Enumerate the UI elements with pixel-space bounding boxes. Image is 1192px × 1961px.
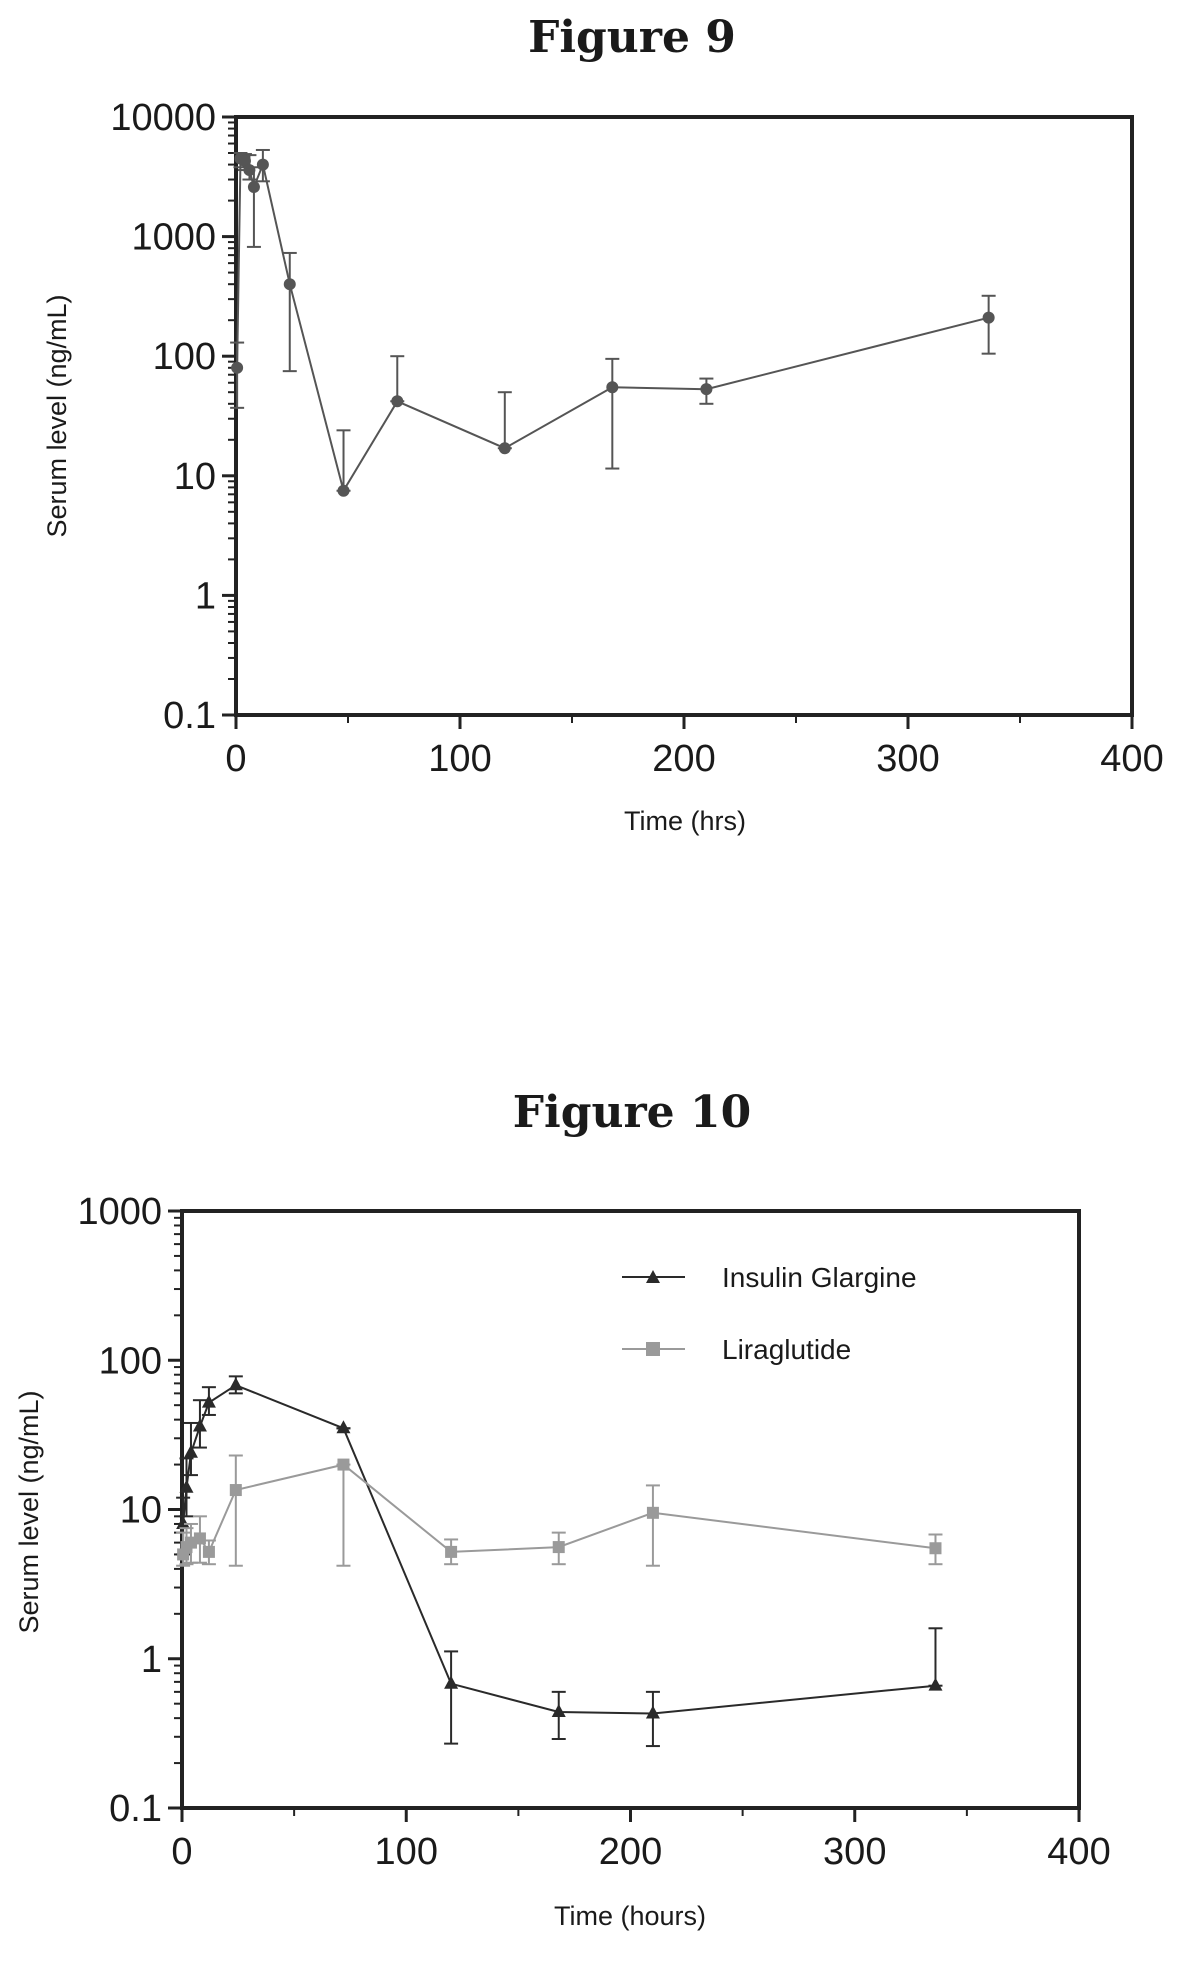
data-point — [202, 1545, 215, 1558]
legend-swatch-liraglutide-marker — [646, 1342, 660, 1356]
x-tick-label: 300 — [823, 1831, 886, 1873]
data-point — [552, 1541, 565, 1554]
legend-entry-insulin-glargine: Insulin Glargine — [722, 1262, 917, 1293]
data-point — [444, 1675, 459, 1689]
data-point — [193, 1532, 206, 1545]
x-tick-label: 200 — [652, 738, 715, 780]
legend-entry-liraglutide: Liraglutide — [722, 1334, 851, 1365]
data-point — [176, 1515, 191, 1529]
data-point — [228, 1377, 243, 1391]
data-point — [498, 442, 511, 455]
y-tick-label: 10 — [120, 1490, 162, 1532]
figure-10-y-axis: 0.1 1 10 100 1000 — [77, 1191, 182, 1830]
data-point — [256, 158, 269, 171]
figure-10-plot-area — [176, 1375, 943, 1748]
data-point — [183, 1444, 198, 1458]
x-tick-label: 200 — [599, 1831, 662, 1873]
figure-10-x-axis: 0 100 200 300 400 — [171, 1808, 1111, 1873]
x-tick-label: 100 — [428, 738, 491, 780]
data-point — [645, 1705, 660, 1719]
y-tick-label: 1000 — [77, 1191, 162, 1233]
data-point — [445, 1545, 458, 1558]
y-tick-label: 100 — [153, 336, 216, 378]
data-point — [391, 395, 404, 408]
figure-10-title: Figure 10 — [513, 1087, 751, 1138]
data-point — [928, 1677, 943, 1691]
series-0 — [230, 148, 996, 497]
data-point — [243, 164, 256, 177]
y-tick-label: 10 — [174, 456, 216, 498]
y-tick-label: 1 — [141, 1639, 162, 1681]
figure-9-title: Figure 9 — [528, 12, 736, 63]
x-tick-label: 400 — [1100, 738, 1163, 780]
x-tick-label: 0 — [225, 738, 246, 780]
data-point — [551, 1703, 566, 1717]
series-1 — [176, 1454, 943, 1567]
data-point — [337, 1458, 350, 1471]
data-point — [646, 1506, 659, 1519]
figure-9: Figure 9 0.1 1 10 100 1000 10000 0 100 200 300 40… — [42, 12, 1164, 836]
x-tick-label: 300 — [876, 738, 939, 780]
data-point — [982, 311, 995, 324]
y-tick-label: 0.1 — [163, 695, 216, 737]
y-tick-label: 100 — [99, 1340, 162, 1382]
y-tick-label: 0.1 — [109, 1788, 162, 1830]
series-0 — [176, 1375, 943, 1748]
y-tick-label: 1 — [195, 575, 216, 617]
figure-9-plot-frame — [234, 115, 1134, 717]
figure-10: Figure 10 0.1 1 10 100 1000 0 100 200 300 400 In… — [14, 1087, 1111, 1931]
figure-9-y-axis-label: Serum level (ng/mL) — [42, 294, 72, 537]
data-point — [606, 381, 619, 394]
data-point — [179, 1479, 194, 1493]
x-tick-label: 100 — [375, 1831, 438, 1873]
figure-10-y-axis-label: Serum level (ng/mL) — [14, 1390, 44, 1633]
figure-9-x-axis: 0 100 200 300 400 — [225, 715, 1164, 780]
data-point — [337, 484, 350, 497]
y-tick-label: 10000 — [110, 97, 216, 139]
data-point — [201, 1394, 216, 1408]
y-tick-label: 1000 — [131, 217, 216, 259]
figure-10-x-axis-label: Time (hours) — [554, 1901, 706, 1931]
figure-9-x-axis-label: Time (hrs) — [624, 806, 746, 836]
figure-10-plot-frame — [180, 1209, 1081, 1810]
data-point — [283, 278, 296, 291]
data-point — [336, 1420, 351, 1434]
x-tick-label: 0 — [171, 1831, 192, 1873]
x-tick-label: 400 — [1047, 1831, 1110, 1873]
data-point — [247, 180, 260, 193]
figure-10-legend: Insulin Glargine Liraglutide — [622, 1262, 917, 1365]
figure-9-y-axis: 0.1 1 10 100 1000 10000 — [110, 97, 236, 737]
data-point — [929, 1542, 942, 1555]
data-point — [231, 361, 244, 374]
data-point — [192, 1418, 207, 1432]
figure-9-plot-area — [230, 148, 996, 497]
data-point — [238, 154, 251, 167]
data-point — [700, 383, 713, 396]
legend-swatch-insulin-glargine-marker — [646, 1270, 660, 1283]
data-point — [229, 1484, 242, 1497]
